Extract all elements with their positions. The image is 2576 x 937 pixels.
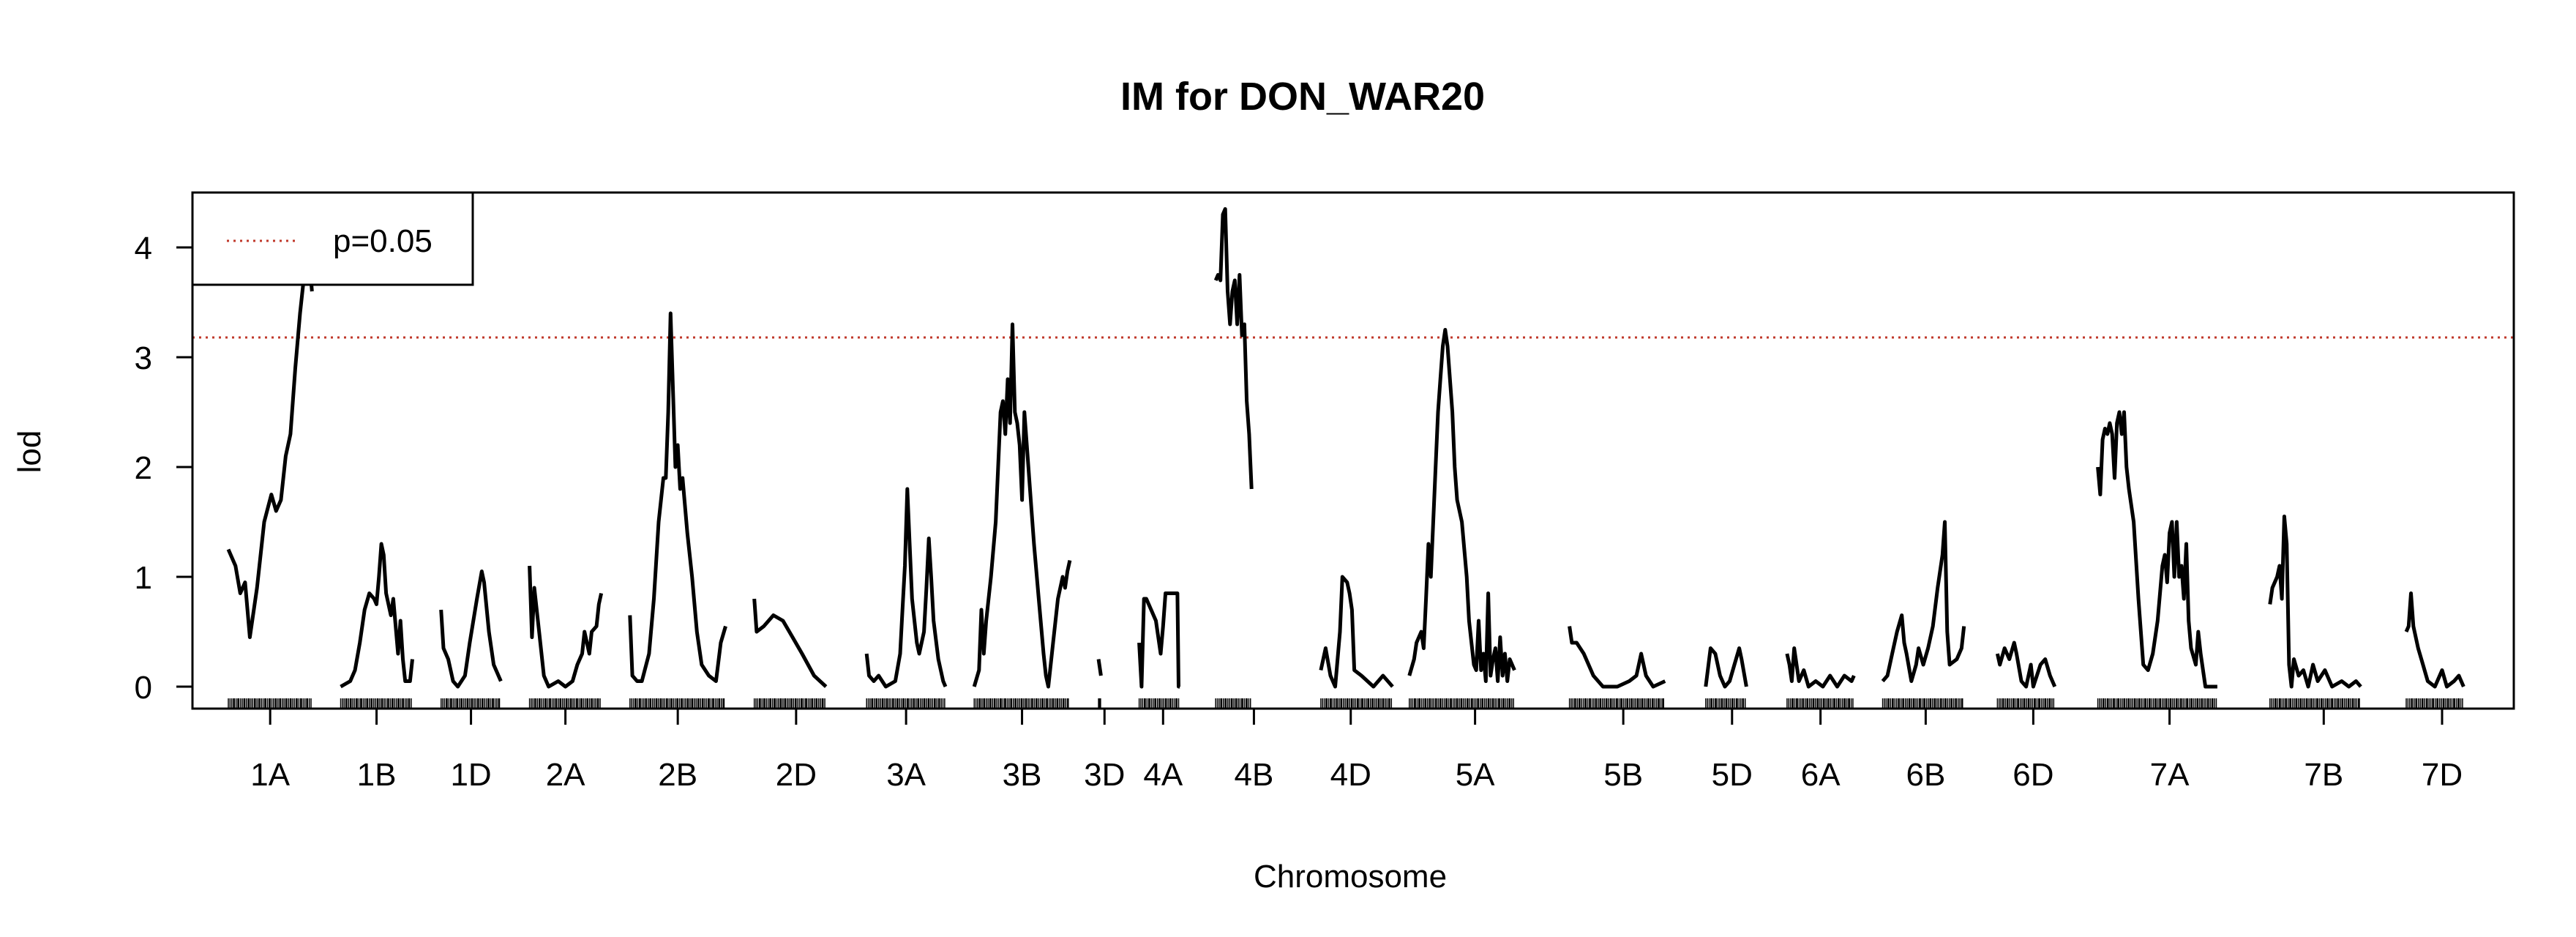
plot-frame	[191, 191, 2515, 710]
x-tick-label-1A: 1A	[250, 757, 290, 793]
lod-curve-5A	[1407, 328, 1516, 683]
x-tick-label-7B: 7B	[2304, 757, 2343, 793]
x-tick-label-2A: 2A	[546, 757, 585, 793]
x-tick-label-2D: 2D	[776, 757, 817, 793]
lod-curve-4D	[1319, 575, 1394, 689]
lod-curve-2A	[528, 565, 604, 689]
x-tick-label-1D: 1D	[450, 757, 491, 793]
marker-rug	[228, 698, 2463, 709]
x-tick-label-5D: 5D	[1712, 757, 1753, 793]
x-axis: 1A 1B 1D 2A 2B 2D 3A 3B 3D 4A 4B 4D 5A 5B 5D 6A 6B 6D 7A 7B…	[250, 709, 2463, 793]
y-axis-label: lod	[12, 430, 48, 474]
chart-title: IM for DON_WAR20	[1120, 75, 1485, 119]
lod-curve-3A	[864, 487, 948, 689]
lod-curve-4B	[1213, 207, 1254, 490]
legend-label: p=0.05	[333, 223, 433, 259]
lod-curve-1A	[226, 262, 314, 639]
x-tick-label-3B: 3B	[1003, 757, 1042, 793]
x-tick-label-4B: 4B	[1235, 757, 1274, 793]
legend: p=0.05	[191, 191, 474, 286]
lod-curve-1D	[439, 570, 503, 689]
y-tick-label: 2	[135, 450, 152, 486]
lod-curve-1B	[340, 542, 414, 689]
lod-curve-2D	[752, 598, 828, 688]
x-tick-label-3D: 3D	[1084, 757, 1125, 793]
lod-curve-5D	[1704, 646, 1748, 689]
lod-curve-6B	[1881, 520, 1966, 683]
lod-curve-6A	[1785, 646, 1856, 689]
x-tick-label-4D: 4D	[1330, 757, 1371, 793]
y-tick-label: 4	[135, 231, 152, 266]
lod-curve-3D	[1096, 659, 1103, 676]
x-tick-label-5A: 5A	[1456, 757, 1495, 793]
lod-curve-7A	[2096, 410, 2217, 689]
plot-area	[192, 207, 2514, 689]
x-tick-label-7D: 7D	[2422, 757, 2463, 793]
x-axis-label: Chromosome	[1254, 859, 1447, 895]
y-tick-label: 0	[135, 670, 152, 706]
x-tick-label-2B: 2B	[658, 757, 697, 793]
x-tick-label-6B: 6B	[1906, 757, 1945, 793]
legend-box	[191, 191, 474, 286]
lod-curve-5B	[1568, 626, 1666, 689]
lod-curve-4A	[1137, 591, 1180, 689]
x-tick-label-1B: 1B	[357, 757, 397, 793]
lod-curve-3B	[972, 322, 1072, 689]
x-tick-label-7A: 7A	[2150, 757, 2190, 793]
x-tick-label-6D: 6D	[2012, 757, 2053, 793]
x-tick-label-5B: 5B	[1603, 757, 1643, 793]
x-tick-label-6A: 6A	[1801, 757, 1841, 793]
lod-curve-7B	[2268, 515, 2362, 689]
lod-curve-7D	[2404, 591, 2465, 689]
lod-curve-6D	[1995, 641, 2057, 689]
y-axis: 0 1 2 3 4	[135, 231, 192, 706]
x-tick-label-4A: 4A	[1143, 757, 1183, 793]
y-tick-label: 3	[135, 340, 152, 376]
y-tick-label: 1	[135, 560, 152, 596]
x-tick-label-3A: 3A	[886, 757, 926, 793]
lod-curve-2B	[628, 311, 727, 683]
